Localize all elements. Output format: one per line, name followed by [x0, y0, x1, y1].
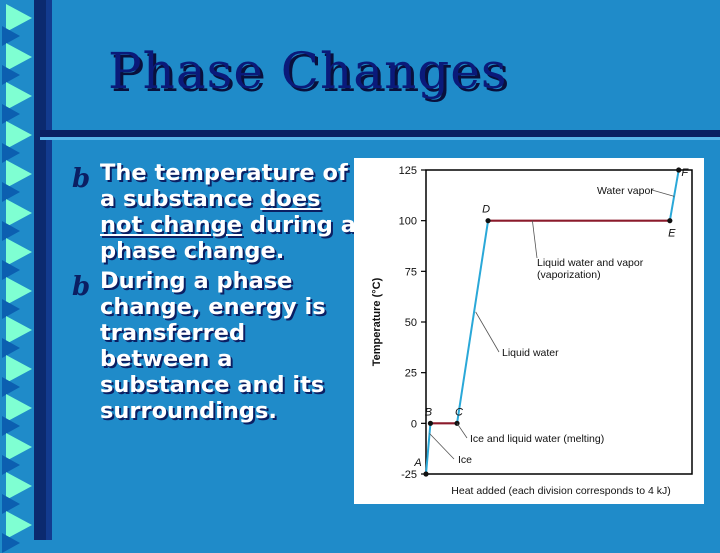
strip-triangle-dark: [2, 143, 20, 163]
point-A: [423, 471, 429, 477]
strip-triangle-dark: [2, 260, 20, 280]
point-label-D: D: [482, 204, 490, 216]
bullet-text: The temperature of a substance does not …: [100, 160, 357, 264]
strip-triangle-dark: [2, 377, 20, 397]
heating-curve-svg: -25 0 25 50 75 100 125 Temperature (°C) Heat add…: [371, 165, 693, 497]
strip-navy-bar: [46, 0, 52, 540]
annotation-leader: [475, 311, 500, 353]
y-tick-label: 50: [405, 317, 417, 329]
annotation-label: Water vapor: [597, 185, 654, 197]
bullet-emphasis: does not change: [100, 186, 321, 238]
point-label-C: C: [455, 406, 463, 418]
annotation-leader: [532, 220, 538, 259]
annotation-label: Ice: [458, 454, 472, 466]
strip-triangle-dark: [2, 533, 20, 553]
y-axis-label: Temperature (°C): [371, 277, 383, 366]
header-rule-highlight: [40, 137, 720, 140]
strip-triangle-dark: [2, 182, 20, 202]
y-tick-label: 25: [405, 368, 417, 380]
point-B: [427, 420, 434, 426]
strip-triangle-dark: [2, 338, 20, 358]
point-label-F: F: [681, 167, 689, 179]
curve-segment-CD: [456, 220, 490, 424]
annotation-leader: [456, 423, 468, 439]
heating-curve-chart: -25 0 25 50 75 100 125 Temperature (°C) Heat add…: [354, 158, 704, 504]
plot-frame: [425, 169, 693, 475]
bullet-phrase: during a phase change.: [100, 212, 356, 264]
bullet-phrase: The temperature of a substance: [100, 160, 348, 212]
strip-triangle-dark: [2, 65, 20, 85]
slide-title: Phase Changes: [108, 42, 508, 100]
bullet-item: b The temperature of a substance does not…: [72, 160, 357, 264]
annotation-leader: [429, 433, 455, 460]
strip-triangle-dark: [2, 494, 20, 514]
bullet-list: b The temperature of a substance does not…: [72, 160, 357, 428]
x-axis-label: Heat added (each division corresponds to…: [451, 485, 670, 497]
point-C: [454, 420, 460, 426]
strip-triangle-dark: [2, 455, 20, 475]
strip-triangle-dark: [2, 104, 20, 124]
bullet-item: b During a phase change, energy is transf…: [72, 268, 357, 424]
strip-triangle-dark: [2, 416, 20, 436]
annotation-label: Liquid water: [502, 347, 559, 359]
y-tick-label: 100: [399, 216, 417, 228]
y-tick-label: 125: [399, 165, 417, 177]
annotation-label: Liquid water and vapor: [537, 257, 644, 269]
strip-dark-bar: [34, 0, 46, 540]
y-tick-label: 0: [411, 418, 417, 430]
curve-segment-EF: [668, 169, 680, 221]
point-label-A: A: [413, 457, 421, 469]
annotation-leader: [651, 189, 675, 197]
point-E: [667, 218, 673, 224]
y-tick-label: 75: [405, 266, 417, 278]
bullet-icon: b: [72, 272, 91, 302]
strip-triangle-dark: [2, 221, 20, 241]
bullet-phrase: During a phase change, energy is transfe…: [100, 268, 326, 424]
annotation-label-sub: (vaporization): [537, 269, 601, 281]
point-F: [676, 167, 682, 173]
point-label-E: E: [668, 228, 676, 240]
annotation-label: Ice and liquid water (melting): [470, 433, 604, 445]
bullet-text: During a phase change, energy is transfe…: [100, 268, 357, 424]
point-label-B: B: [425, 406, 432, 418]
decorative-side-strip: [0, 0, 62, 553]
strip-triangle-dark: [2, 26, 20, 46]
point-D: [485, 218, 491, 224]
bullet-icon: b: [72, 164, 91, 194]
header-rule: [40, 130, 720, 137]
y-tick-label: -25: [401, 469, 417, 481]
strip-triangle-dark: [2, 299, 20, 319]
curve-segment-AB: [425, 423, 432, 475]
